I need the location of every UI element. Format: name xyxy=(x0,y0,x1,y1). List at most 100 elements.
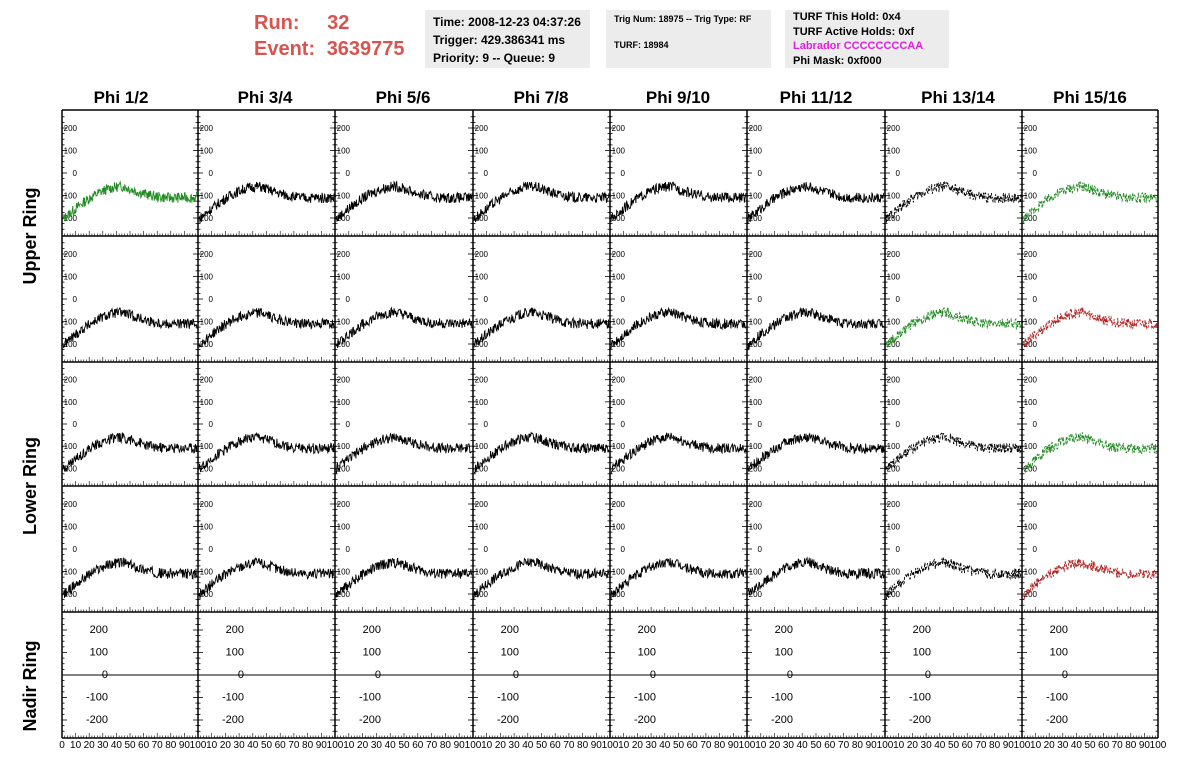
y-tick-label: -100 xyxy=(61,568,78,577)
y-tick-label: 100 xyxy=(749,273,763,282)
y-tick-label: 0 xyxy=(896,420,901,429)
y-tick-label: 200 xyxy=(475,124,489,133)
y-tick-label: 100 xyxy=(749,147,763,156)
y-tick-label: -200 xyxy=(334,590,351,599)
y-tick-label: 0 xyxy=(896,295,901,304)
y-tick-label: 200 xyxy=(200,124,214,133)
y-tick-label: 200 xyxy=(200,500,214,509)
y-tick-label: 200 xyxy=(612,376,626,385)
waveform-trace xyxy=(747,556,885,595)
waveform-trace xyxy=(1022,432,1158,474)
y-tick-label: 0 xyxy=(621,420,626,429)
y-tick-label: -100 xyxy=(472,318,489,327)
trig-num-text: Trig Num: 18975 -- Trig Type: RF xyxy=(614,14,752,24)
y-tick-label: 100 xyxy=(337,398,351,407)
waveform-trace xyxy=(198,181,335,223)
x-tick-label: 10 xyxy=(755,740,767,751)
x-tick-label: 50 xyxy=(1084,740,1096,751)
waveform-trace xyxy=(62,180,198,222)
y-tick-label: 100 xyxy=(200,523,214,532)
waveform-trace xyxy=(747,432,885,473)
x-tick-label: 30 xyxy=(234,740,246,751)
x-tick-label: 20 xyxy=(84,740,96,751)
y-tick-label: 0 xyxy=(346,420,351,429)
y-tick-label: 200 xyxy=(200,376,214,385)
y-tick-label: -100 xyxy=(334,568,351,577)
x-tick-label: 50 xyxy=(536,740,548,751)
x-tick-label: 10 xyxy=(618,740,630,751)
y-tick-label: 0 xyxy=(73,169,78,178)
x-tick-label: 20 xyxy=(632,740,644,751)
x-tick-label: 80 xyxy=(1125,740,1137,751)
y-tick-label: 0 xyxy=(209,545,214,554)
y-tick-label: 0 xyxy=(1033,545,1038,554)
y-tick-label: -100 xyxy=(61,318,78,327)
turf-this-hold-text: TURF This Hold: 0x4 xyxy=(793,11,901,23)
run-row: Run: 32 xyxy=(254,10,405,36)
y-tick-label: 200 xyxy=(887,500,901,509)
x-tick-label: 100 xyxy=(739,740,756,751)
x-tick-label: 90 xyxy=(591,740,603,751)
phi-title-4: Phi 7/8 xyxy=(513,88,569,107)
x-tick-label: 10 xyxy=(481,740,493,751)
y-tick-label: -100 xyxy=(609,568,626,577)
waveform-trace xyxy=(747,182,885,224)
y-tick-label: -200 xyxy=(472,590,489,599)
phi-title-8: Phi 15/16 xyxy=(1053,88,1127,107)
x-tick-label: 70 xyxy=(975,740,987,751)
y-tick-label: 200 xyxy=(887,250,901,259)
x-tick-label: 30 xyxy=(921,740,933,751)
y-tick-label: -100 xyxy=(609,318,626,327)
y-tick-label: -200 xyxy=(61,214,78,223)
x-tick-label: 60 xyxy=(275,740,287,751)
y-tick-label: -100 xyxy=(197,192,214,201)
y-tick-label: 100 xyxy=(775,647,793,659)
y-tick-label: 200 xyxy=(501,624,519,636)
y-tick-label: 0 xyxy=(484,545,489,554)
x-tick-label: 20 xyxy=(907,740,919,751)
x-tick-label: 20 xyxy=(1044,740,1056,751)
y-tick-label: -200 xyxy=(334,214,351,223)
y-tick-label: 0 xyxy=(1033,295,1038,304)
y-tick-label: 200 xyxy=(749,250,763,259)
y-tick-label: -200 xyxy=(497,714,519,726)
y-tick-label: 0 xyxy=(758,420,763,429)
waveform-trace xyxy=(198,431,335,473)
y-tick-label: -200 xyxy=(1021,590,1038,599)
y-tick-label: 100 xyxy=(200,147,214,156)
y-tick-label: 100 xyxy=(475,523,489,532)
y-tick-label: -100 xyxy=(884,568,901,577)
y-tick-label: -100 xyxy=(746,192,763,201)
y-tick-label: 100 xyxy=(887,273,901,282)
x-tick-label: 60 xyxy=(412,740,424,751)
y-tick-label: -200 xyxy=(197,214,214,223)
y-tick-label: 0 xyxy=(896,169,901,178)
y-tick-label: 200 xyxy=(475,376,489,385)
priority-text: Priority: 9 -- Queue: 9 xyxy=(433,51,556,65)
y-tick-label: -200 xyxy=(884,214,901,223)
y-tick-label: 200 xyxy=(1024,376,1038,385)
y-tick-label: 200 xyxy=(64,250,78,259)
waveform-trace xyxy=(885,432,1022,471)
y-tick-label: -200 xyxy=(334,464,351,473)
waveform-trace xyxy=(885,557,1022,600)
x-tick-label: 50 xyxy=(948,740,960,751)
x-tick-label: 70 xyxy=(838,740,850,751)
y-tick-label: 100 xyxy=(887,523,901,532)
waveform-trace xyxy=(885,181,1022,224)
y-tick-label: 0 xyxy=(209,420,214,429)
x-tick-label: 30 xyxy=(371,740,383,751)
waveform-trace xyxy=(62,432,198,472)
y-tick-label: 100 xyxy=(887,147,901,156)
y-tick-label: 100 xyxy=(612,523,626,532)
x-tick-label: 70 xyxy=(700,740,712,751)
y-tick-label: -200 xyxy=(197,464,214,473)
y-tick-label: -200 xyxy=(884,340,901,349)
waveform-trace xyxy=(610,181,747,223)
y-tick-label: -100 xyxy=(634,692,656,704)
y-tick-label: 100 xyxy=(337,523,351,532)
y-tick-label: 100 xyxy=(363,647,381,659)
phi-mask-text: Phi Mask: 0xf000 xyxy=(793,54,882,67)
y-tick-label: 0 xyxy=(73,295,78,304)
x-tick-label: 60 xyxy=(687,740,699,751)
